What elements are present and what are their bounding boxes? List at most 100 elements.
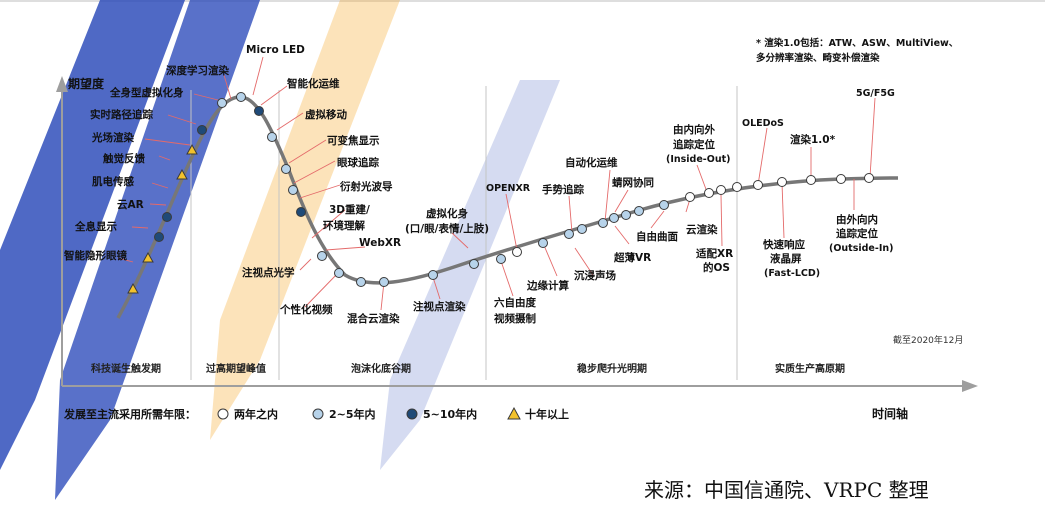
tech-label: 自动化运维 [565,156,618,169]
footnote-line-2: 多分辨率渲染、畸变补偿渲染 [756,52,880,64]
tech-label: 注视点光学 [242,266,295,279]
tech-label: 液晶屏 [770,252,802,265]
marker-hybrid-cloud-rendering [379,277,389,287]
marker-foveated-rendering [428,270,438,280]
tech-label: 由内向外 [673,123,715,136]
tech-label: WebXR [359,237,401,249]
tech-label: 追踪定位 [673,138,715,151]
marker-full-body-avatar [217,98,227,108]
tech-label: 适配XR [696,247,733,260]
marker-avatar [469,259,479,269]
marker-immersive-audio [564,229,574,239]
marker-inside-out [685,192,695,202]
marker-oledos [732,182,742,192]
source-caption: 来源：中国信通院、VRPC 整理 [644,478,929,502]
legend-label-2y: 两年之内 [234,407,278,421]
tech-label: 虚拟化身 [426,207,468,220]
marker-light-field [186,143,198,155]
phase-label-plateau: 实质生产高原期 [775,362,845,375]
y-axis-label: 期望度 [68,76,105,91]
axes: 期望度 时间轴 截至2020年12月 [56,76,978,421]
marker-micro-led [254,106,264,116]
marker-rendering-1 [806,175,816,185]
marker-xr-os [704,188,714,198]
marker-light-field-rendering [197,125,207,135]
tech-label: 追踪定位 [836,227,878,240]
tech-label: 沉浸声场 [574,269,616,282]
tech-label: 智能隐形眼镜 [63,249,127,262]
tech-label: 全息显示 [74,220,117,233]
legend-light-dot [312,408,324,420]
marker-deep-learning-rendering [236,92,246,102]
footnote-line-1: * 渲染1.0包括：ATW、ASW、MultiView、 [756,37,958,49]
tech-label: 渲染1.0* [790,133,836,146]
tech-label: (口/眼/表情/上肢) [405,222,489,235]
phase-label-slope: 稳步爬升光明期 [577,362,647,375]
tech-label: 眼球追踪 [337,156,379,169]
legend-dark-dot [406,408,418,420]
tech-label: 视频摄制 [494,312,536,325]
marker-xr-os-2 [716,185,726,195]
phase-label-trough: 泡沫化底谷期 [351,362,411,375]
phase-labels: 科技诞生触发期 过高期望峰值 泡沫化底谷期 稳步爬升光明期 实质生产高原期 [91,362,845,375]
legend-white-dot [217,408,229,420]
marker-5g [864,173,874,183]
tech-label: 注视点渲染 [413,300,466,313]
marker-fast-lcd [753,180,763,190]
markers [127,92,874,294]
marker-cloud-ar [162,212,172,222]
legend-label-10y: 十年以上 [525,407,569,421]
tech-label: 环境理解 [323,219,365,232]
marker-freeform [634,206,644,216]
marker-cloud-network-synergy [621,210,631,220]
tech-label: 衍射光波导 [339,180,393,193]
tech-label: 由外向内 [836,213,878,226]
legend-label-5-10y: 5~10年内 [423,407,477,421]
tech-label: 全身型虚拟化身 [109,86,184,99]
tech-label: (Inside-Out) [666,154,730,165]
rendering-footnote: * 渲染1.0包括：ATW、ASW、MultiView、 多分辨率渲染、畸变补偿… [756,37,958,64]
marker-fast-lcd-2 [777,177,787,187]
phase-label-trigger: 科技诞生触发期 [91,362,161,375]
tech-label: (Outside-In) [829,243,893,254]
legend: 发展至主流采用所需年限： 两年之内 2~5年内 5~10年内 十年以上 [63,406,569,421]
marker-smart-ops [267,132,277,142]
marker-auto-ops [609,213,619,223]
tech-label: OPENXR [486,183,531,194]
tech-label: 边缘计算 [526,279,569,292]
marker-outside-in [836,174,846,184]
tech-label: 虚拟移动 [305,108,347,121]
marker-myoelectric-sensing [142,251,154,263]
tech-label: 超薄VR [613,251,651,264]
cutoff-note: 截至2020年12月 [893,334,963,346]
tech-label: 可变焦显示 [327,134,380,147]
tech-label: 深度学习渲染 [166,64,229,77]
legend-label-2-5y: 2~5年内 [329,407,376,421]
tech-label: (Fast-LCD) [764,268,820,279]
marker-ultrathin-vr [598,218,608,228]
tech-label: 快速响应 [762,238,805,251]
marker-edge-computing [538,238,548,248]
tech-label: 触觉反馈 [102,152,145,165]
tech-label: 实时路径追踪 [90,108,153,121]
tech-label: Micro LED [246,44,305,56]
technology-labels: 智能隐形眼镜 全息显示 云AR 肌电传感 触觉反馈 光场渲染 实时路径追踪 全身… [63,44,895,325]
tech-label: 云渲染 [686,223,718,236]
tech-label: 云AR [117,199,144,211]
legend-title: 发展至主流采用所需年限： [63,407,196,421]
marker-varifocal [288,185,298,195]
x-axis-label: 时间轴 [872,406,908,421]
tech-label: 智能化运维 [286,77,340,90]
marker-gesture-tracking [577,224,587,234]
tech-label: 肌电传感 [92,175,134,188]
marker-6dof-video [496,254,506,264]
marker-openxr [512,247,522,257]
phase-label-peak: 过高期望峰值 [206,362,266,375]
tech-label: 六自由度 [494,296,536,309]
marker-3d-reconstruction [317,251,327,261]
marker-haptic-feedback [176,168,188,180]
leader-lines [117,56,876,311]
tech-label: 混合云渲染 [347,312,400,325]
tech-label: 自由曲面 [636,230,678,243]
